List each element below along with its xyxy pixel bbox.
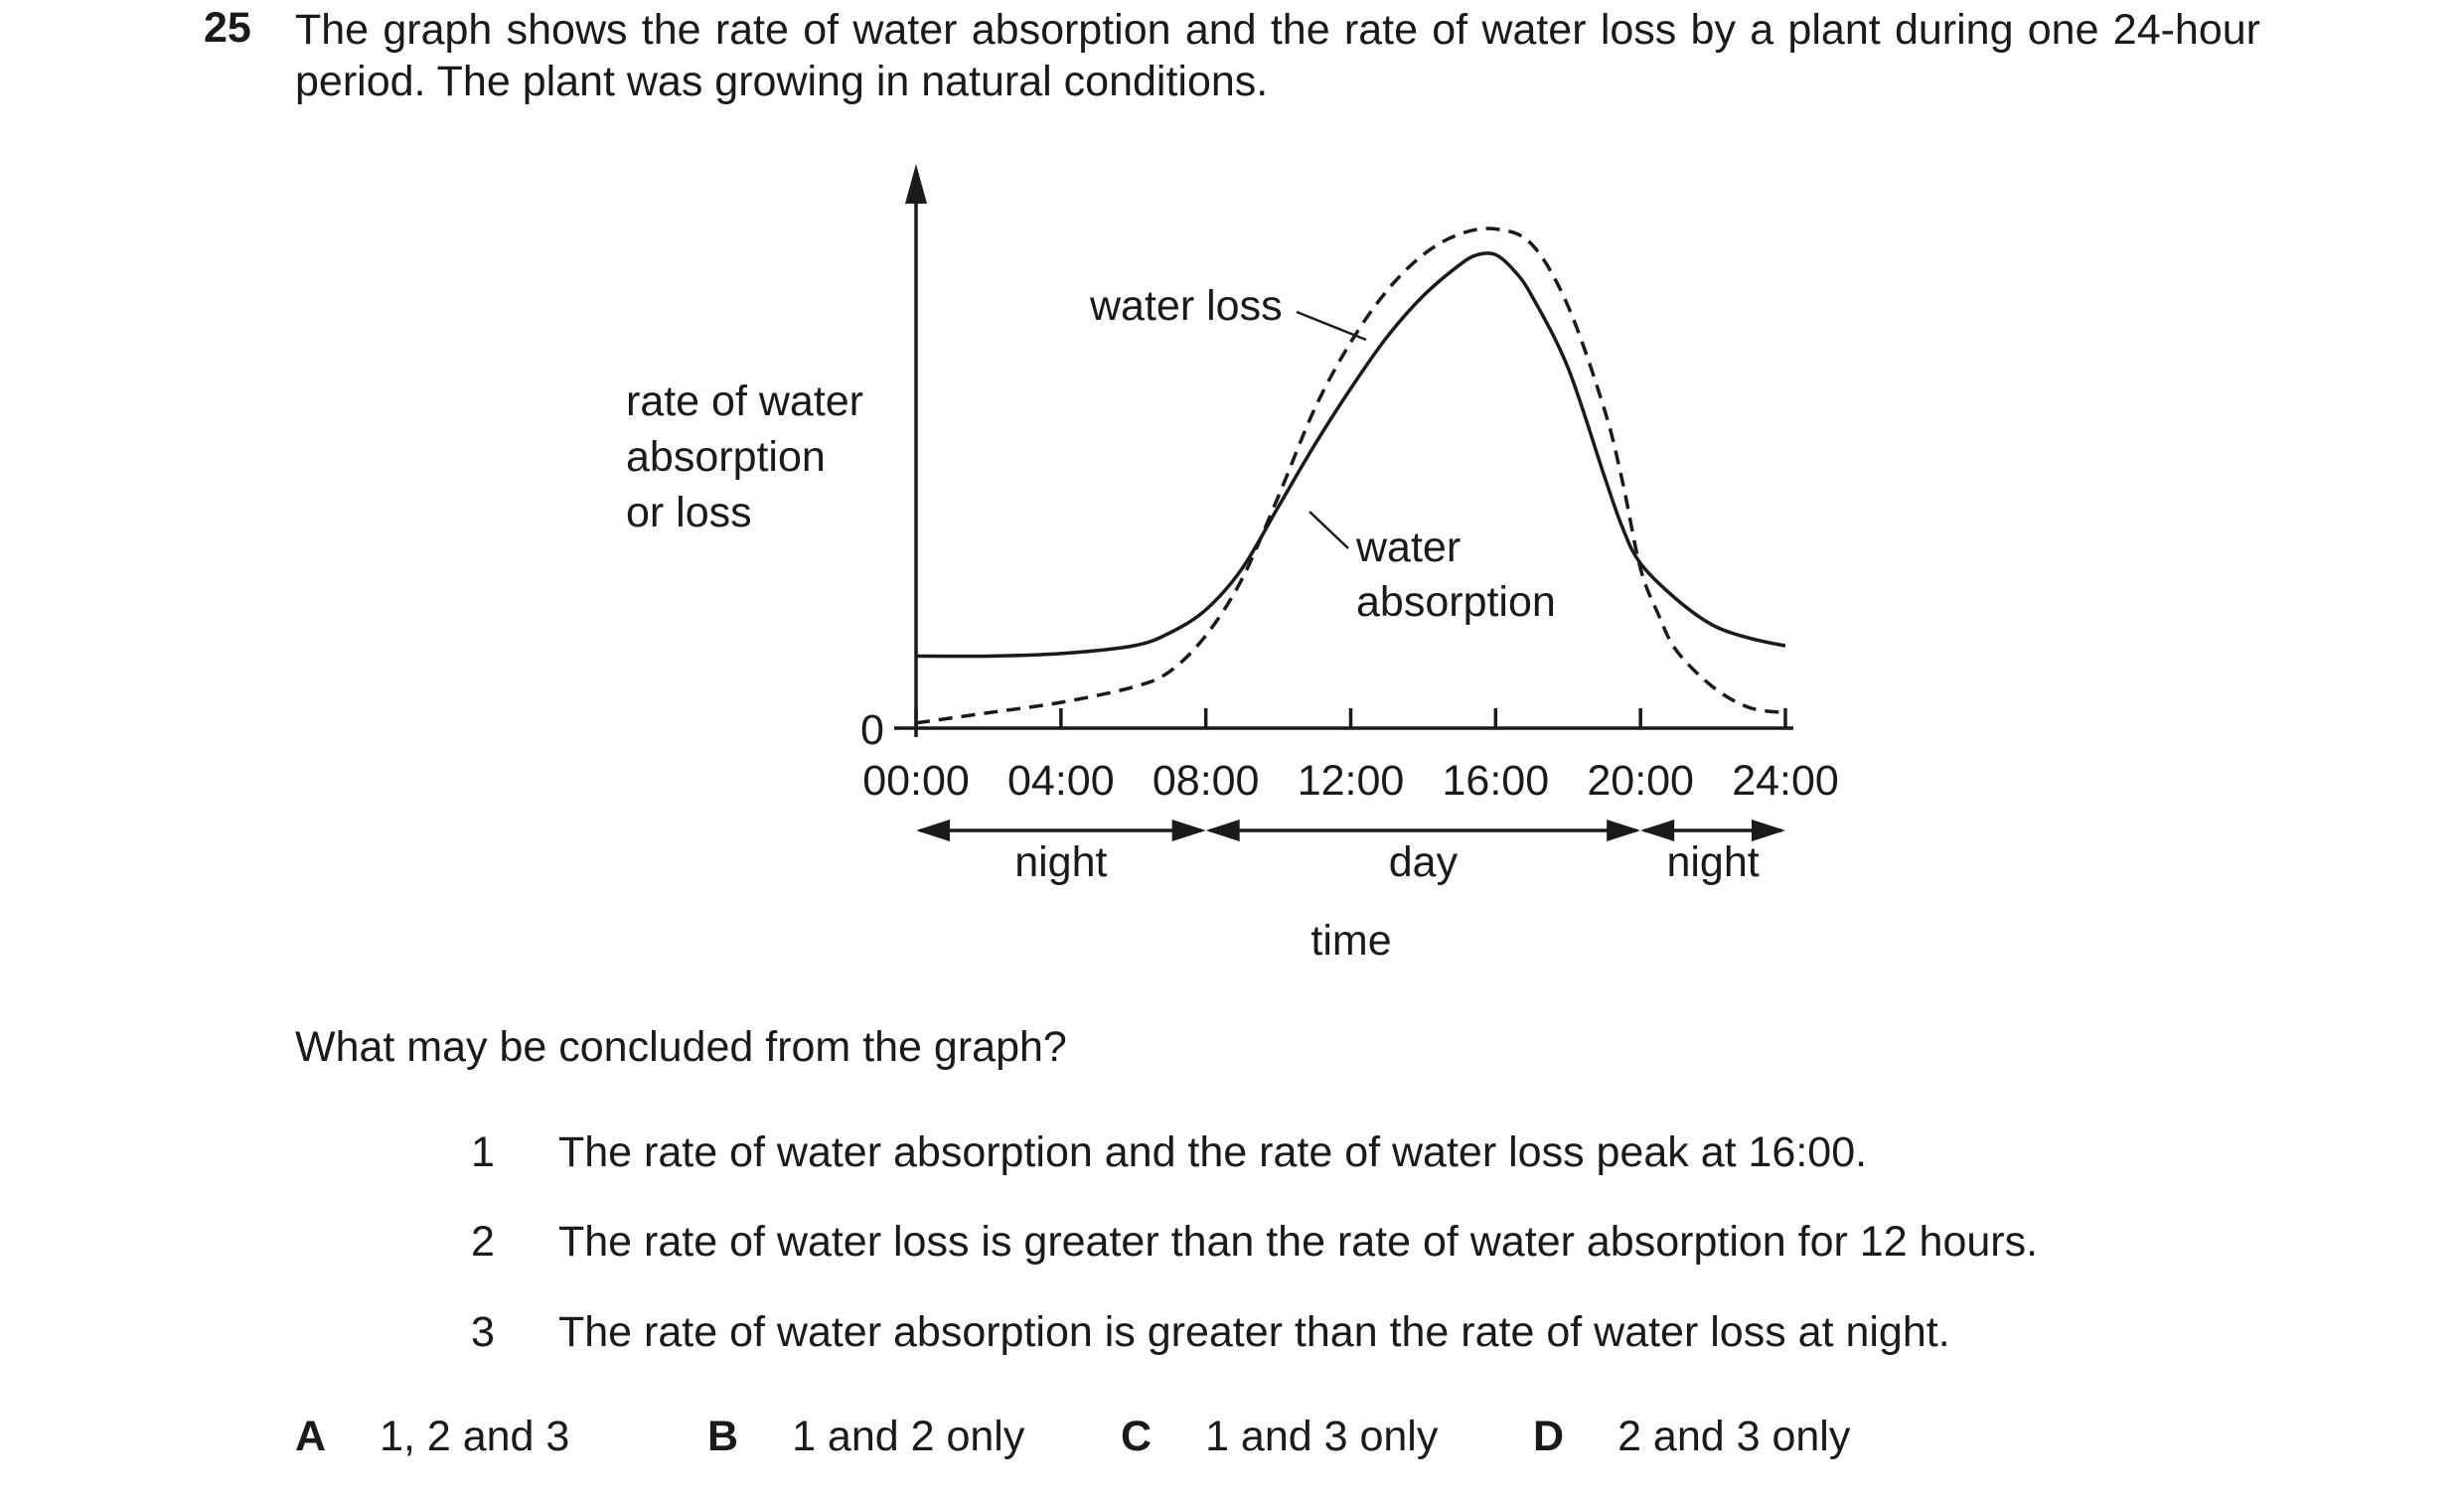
- statement-text: The rate of water absorption is greater …: [558, 1308, 1950, 1356]
- period-arrowhead-right: [1171, 820, 1206, 841]
- period-arrowhead-right: [1607, 820, 1641, 841]
- period-label: night: [1014, 838, 1107, 886]
- y-axis-arrowhead: [905, 164, 927, 204]
- option-b[interactable]: B 1 and 2 only: [707, 1413, 1024, 1461]
- question-intro: The graph shows the rate of water absorp…: [295, 6, 2260, 105]
- question-number: 25: [204, 4, 251, 52]
- x-tick-label: 08:00: [1153, 757, 1260, 805]
- option-text: 1 and 3 only: [1205, 1413, 1439, 1460]
- period-label: day: [1389, 838, 1459, 886]
- y-axis-label-line-3: or loss: [626, 489, 752, 536]
- period-arrowhead-left: [916, 820, 950, 841]
- water-loss-line: [915, 226, 1786, 725]
- x-tick-label: 16:00: [1443, 757, 1550, 805]
- statement-text: The rate of water absorption and the rat…: [558, 1128, 1868, 1176]
- water-rate-graph: 00:00 04:00 08:00 12:00 16:00 20:00 24:00 0 ra…: [626, 164, 1839, 965]
- water-absorption-leader: [1309, 511, 1349, 549]
- x-tick-label: 20:00: [1587, 757, 1694, 805]
- statement-number: 2: [471, 1218, 495, 1266]
- x-axis-label: time: [1310, 917, 1391, 965]
- period-night-arrow: [1640, 820, 1785, 841]
- option-letter: B: [707, 1413, 739, 1460]
- period-night-arrow: [916, 820, 1206, 841]
- x-tick-label: 00:00: [862, 757, 970, 805]
- water-loss-leader: [1296, 310, 1367, 342]
- statement-number: 1: [471, 1128, 495, 1176]
- statement-text: The rate of water loss is greater than t…: [558, 1218, 2039, 1266]
- option-letter: D: [1533, 1413, 1565, 1460]
- statement-number: 3: [471, 1308, 495, 1356]
- x-tick-label: 04:00: [1007, 757, 1115, 805]
- period-day-arrow: [1205, 820, 1641, 841]
- period-label: night: [1666, 838, 1759, 886]
- x-tick-label: 24:00: [1732, 757, 1839, 805]
- y-axis-label-line-2: absorption: [626, 433, 826, 481]
- period-arrowhead-left: [1205, 820, 1240, 841]
- water-absorption-label-line-2: absorption: [1356, 578, 1556, 626]
- period-arrowhead-right: [1752, 820, 1785, 841]
- option-text: 2 and 3 only: [1617, 1413, 1851, 1460]
- y-zero-label: 0: [860, 706, 884, 754]
- option-text: 1 and 2 only: [792, 1413, 1025, 1460]
- water-absorption-label-line-1: water: [1355, 524, 1461, 571]
- period-arrowhead-left: [1640, 820, 1675, 841]
- option-letter: C: [1121, 1413, 1153, 1460]
- option-a[interactable]: A 1, 2 and 3: [295, 1413, 569, 1461]
- option-d[interactable]: D 2 and 3 only: [1533, 1413, 1850, 1461]
- option-c[interactable]: C 1 and 3 only: [1121, 1413, 1438, 1461]
- question-prompt: What may be concluded from the graph?: [295, 1023, 1067, 1071]
- option-text: 1, 2 and 3: [380, 1413, 570, 1460]
- water-loss-label: water loss: [1089, 282, 1283, 330]
- y-axis-label-line-1: rate of water: [626, 377, 863, 425]
- x-tick-label: 12:00: [1298, 757, 1405, 805]
- water-absorption-line: [915, 251, 1786, 659]
- option-letter: A: [295, 1413, 327, 1460]
